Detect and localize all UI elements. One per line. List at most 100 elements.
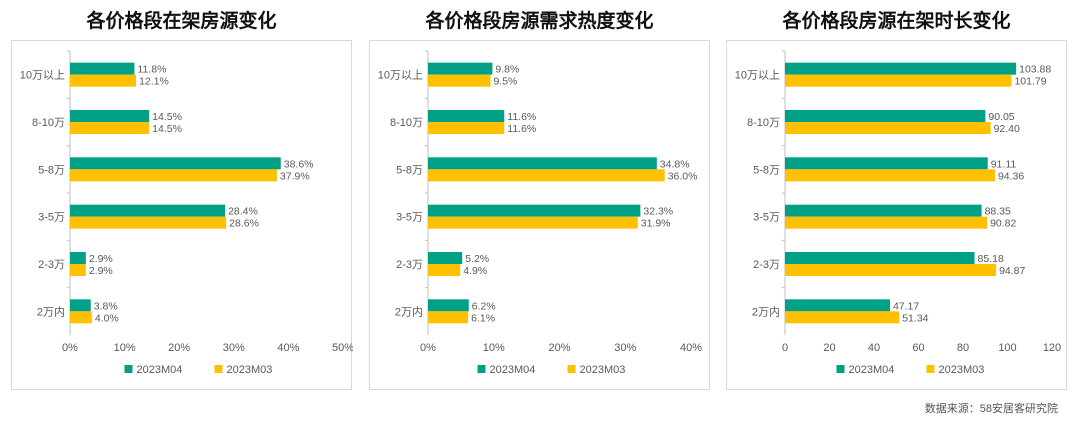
bar-current <box>70 252 86 264</box>
category-label: 5-8万 <box>38 164 65 176</box>
x-tick-label: 30% <box>614 342 636 354</box>
x-tick-label: 100 <box>998 342 1016 354</box>
bar-previous <box>785 169 995 182</box>
bar-current <box>428 252 463 264</box>
bar-current <box>785 110 986 122</box>
x-tick-label: 80 <box>957 342 969 354</box>
bar-previous <box>70 169 277 182</box>
bar-value-label: 103.88 <box>1019 64 1051 76</box>
bar-value-label: 51.34 <box>902 312 928 324</box>
bar-value-label: 90.05 <box>988 111 1014 123</box>
bar-previous <box>785 216 988 229</box>
x-tick-label: 50% <box>332 342 353 354</box>
bar-previous <box>70 74 137 87</box>
bar-value-label: 4.9% <box>463 265 487 277</box>
x-tick-label: 10% <box>114 342 136 354</box>
bar-current <box>785 157 988 170</box>
bar-current <box>428 157 657 170</box>
category-label: 2-3万 <box>396 259 423 271</box>
category-label: 10万以上 <box>735 69 780 82</box>
bar-value-label: 101.79 <box>1014 76 1046 88</box>
x-tick-label: 30% <box>223 342 245 354</box>
chart-3-panel: 10万以上 103.88 101.79 8-10万 90.05 92.40 5-8万 91.1… <box>726 40 1067 390</box>
bar-value-label: 92.40 <box>994 123 1020 135</box>
bar-value-label: 4.0% <box>95 312 119 324</box>
bar-value-label: 85.18 <box>978 253 1004 265</box>
bar-current <box>428 62 493 75</box>
category-label: 3-5万 <box>396 212 423 224</box>
legend-label: 2023M04 <box>137 364 183 376</box>
bar-previous <box>428 122 505 134</box>
bar-value-label: 9.5% <box>493 76 517 88</box>
bar-value-label: 14.5% <box>152 123 182 135</box>
category-label: 5-8万 <box>753 164 780 176</box>
legend-swatch <box>836 365 845 373</box>
bar-current <box>428 299 469 312</box>
bar-current <box>785 299 890 312</box>
bar-value-label: 2.9% <box>89 265 113 277</box>
bar-value-label: 6.2% <box>472 300 496 312</box>
bar-value-label: 14.5% <box>152 111 182 123</box>
x-tick-label: 60 <box>912 342 924 354</box>
bar-previous <box>70 122 150 134</box>
bar-value-label: 36.0% <box>668 170 698 182</box>
bar-value-label: 94.87 <box>999 265 1025 277</box>
x-tick-label: 40% <box>277 342 299 354</box>
legend-label: 2023M03 <box>227 364 273 376</box>
bar-previous <box>428 264 461 276</box>
bar-value-label: 28.6% <box>229 218 259 230</box>
bar-value-label: 38.6% <box>284 158 314 170</box>
x-tick-label: 0% <box>62 342 78 354</box>
bar-previous <box>785 311 900 324</box>
chart-3-title: 各价格段房源在架时长变化 <box>782 11 1011 32</box>
bar-current <box>785 204 982 217</box>
bar-value-label: 11.6% <box>507 123 536 135</box>
bar-current <box>785 252 975 264</box>
x-tick-label: 0% <box>420 342 436 354</box>
x-tick-label: 10% <box>483 342 505 354</box>
category-label: 10万以上 <box>378 69 423 82</box>
bar-previous <box>70 216 227 229</box>
legend-label: 2023M04 <box>490 364 536 376</box>
bar-value-label: 28.4% <box>228 206 258 218</box>
bar-value-label: 47.17 <box>893 300 919 312</box>
bar-value-label: 34.8% <box>660 158 690 170</box>
legend-swatch <box>926 365 935 373</box>
legend-swatch <box>214 365 223 373</box>
bar-value-label: 11.6% <box>507 111 536 123</box>
x-tick-label: 120 <box>1043 342 1061 354</box>
bar-value-label: 91.11 <box>991 158 1017 170</box>
bar-current <box>70 204 226 217</box>
bar-value-label: 37.9% <box>280 170 310 182</box>
category-label: 8-10万 <box>390 117 423 129</box>
x-tick-label: 20 <box>823 342 835 354</box>
bar-current <box>70 299 91 312</box>
category-label: 2-3万 <box>753 259 780 271</box>
bar-value-label: 6.1% <box>471 312 495 324</box>
bar-current <box>428 110 505 122</box>
bar-value-label: 9.8% <box>495 64 519 76</box>
bar-current <box>785 62 1017 75</box>
category-label: 8-10万 <box>747 117 780 129</box>
bar-value-label: 3.8% <box>94 300 118 312</box>
category-label: 2万内 <box>752 304 780 318</box>
category-label: 3-5万 <box>753 212 780 224</box>
bar-previous <box>785 74 1012 87</box>
bar-previous <box>785 122 991 134</box>
chart-1-title: 各价格段在架房源变化 <box>86 11 277 32</box>
category-label: 8-10万 <box>32 117 65 129</box>
bar-value-label: 2.9% <box>89 253 113 265</box>
bar-previous <box>70 311 92 324</box>
bar-previous <box>70 264 86 276</box>
x-tick-label: 40 <box>868 342 880 354</box>
x-tick-label: 40% <box>680 342 702 354</box>
bar-value-label: 90.82 <box>990 218 1016 230</box>
legend-label: 2023M03 <box>939 364 985 376</box>
x-tick-label: 20% <box>548 342 570 354</box>
legend-label: 2023M03 <box>580 364 626 376</box>
bar-current <box>428 204 641 217</box>
bar-previous <box>428 74 491 87</box>
chart-1-panel: 10万以上 11.8% 12.1% 8-10万 14.5% 14.5% 5-8万 38.6% 3… <box>11 40 353 390</box>
category-label: 3-5万 <box>38 212 65 224</box>
